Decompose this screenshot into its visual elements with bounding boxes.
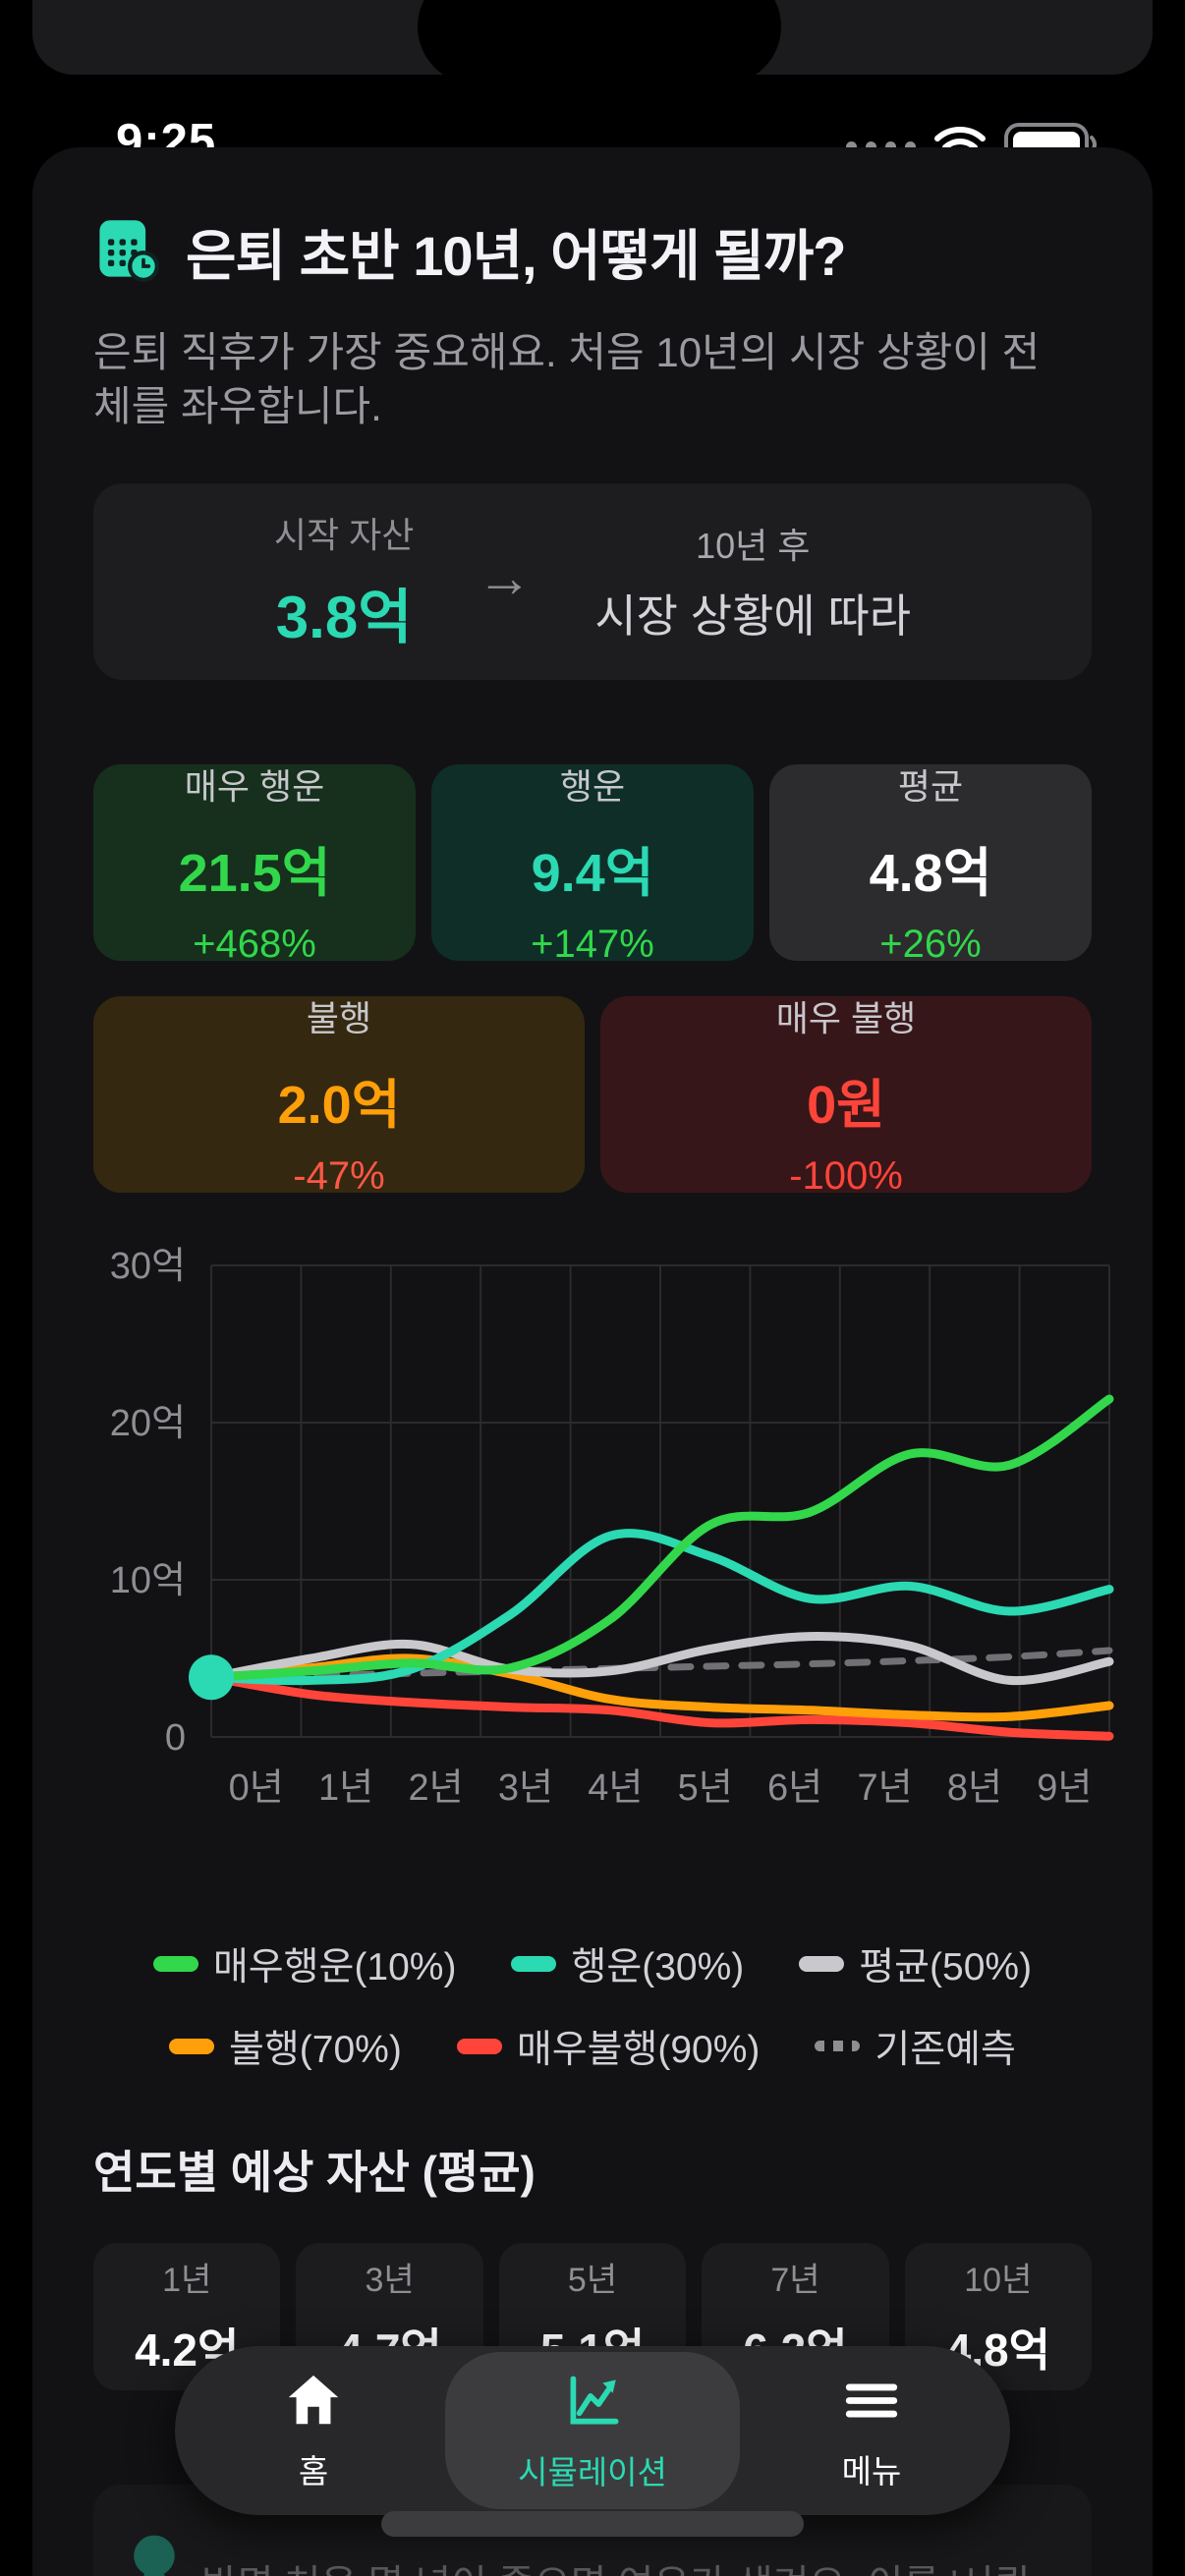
scenario-label: 매우 불행 (775, 997, 917, 1038)
legend-swatch (799, 1955, 845, 1972)
legend-item-very-lucky: 매우행운(10%) (152, 1936, 457, 1991)
scenario-card-lucky: 행운 9.4억 +147% (431, 763, 754, 966)
legend-label: 불행(70%) (229, 2028, 402, 2071)
home-indicator[interactable] (381, 2511, 804, 2537)
svg-text:30억: 30억 (110, 1246, 186, 1287)
legend-item-lucky: 행운(30%) (511, 1936, 744, 1991)
svg-text:5년: 5년 (678, 1767, 733, 1809)
legend-label: 매우행운(10%) (212, 1945, 457, 1988)
legend-swatch (456, 2038, 502, 2054)
scenario-card-average: 평균 4.8억 +26% (769, 763, 1092, 966)
scenario-value: 0원 (807, 1075, 885, 1135)
scenario-percent: +147% (531, 922, 654, 966)
year-label: 3년 (365, 2262, 415, 2300)
legend-item-baseline-forecast: 기존예측 (815, 2019, 1016, 2074)
page-subtitle: 은퇴 직후가 가장 중요해요. 처음 10년의 시장 상황이 전체를 좌우합니다… (93, 329, 1041, 430)
legend-swatch (152, 1955, 198, 1972)
scenario-percent: -47% (293, 1153, 385, 1198)
simulation-sheet: 은퇴 초반 10년, 어떻게 될까? 은퇴 직후가 가장 중요해요. 처음 10… (32, 147, 1153, 2576)
scenario-row-1: 매우 행운 21.5억 +468% 행운 9.4억 +147% 평균 4.8억 … (93, 763, 1092, 966)
scenario-value: 4.8억 (869, 843, 992, 903)
year-label: 7년 (770, 2262, 820, 2300)
lightbulb-icon (129, 2530, 180, 2576)
legend-swatch (815, 2041, 861, 2052)
calendar-clock-icon (93, 216, 160, 288)
svg-text:6년: 6년 (767, 1767, 822, 1809)
svg-text:3년: 3년 (498, 1767, 553, 1809)
chart-line-icon (560, 2369, 625, 2438)
dynamic-island (418, 0, 781, 84)
tab-simulation-label: 시뮬레이션 (518, 2453, 667, 2491)
chart-legend: 매우행운(10%) 행운(30%) 평균(50%) 불행(70%) (93, 1936, 1092, 2074)
scenario-percent: +468% (193, 922, 316, 966)
legend-swatch (169, 2038, 215, 2054)
year-label: 1년 (162, 2262, 212, 2300)
tab-menu-label: 메뉴 (841, 2452, 902, 2490)
scenario-percent: -100% (789, 1153, 903, 1198)
scenario-value: 21.5억 (178, 843, 331, 903)
start-asset-label: 시작 자산 (273, 515, 415, 556)
start-asset-value: 3.8억 (275, 585, 413, 651)
svg-text:2년: 2년 (408, 1767, 463, 1809)
after-10y-label: 10년 후 (696, 525, 811, 566)
tab-bar: 홈 시뮬레이션 메뉴 (175, 2346, 1010, 2515)
scenario-value: 2.0억 (277, 1075, 401, 1135)
arrow-right-icon: → (477, 546, 533, 609)
header: 은퇴 초반 10년, 어떻게 될까? (93, 212, 1092, 292)
scenario-value: 9.4억 (531, 843, 654, 903)
svg-text:4년: 4년 (588, 1767, 643, 1809)
legend-label: 평균(50%) (859, 1945, 1033, 1988)
year-label: 5년 (567, 2262, 618, 2300)
start-asset-card: 시작 자산 3.8억 → 10년 후 시장 상황에 따라 (93, 482, 1092, 680)
legend-item-unlucky: 불행(70%) (169, 2019, 402, 2074)
tab-home[interactable]: 홈 (283, 2370, 344, 2492)
scenario-card-very-unlucky: 매우 불행 0원 -100% (600, 995, 1092, 1198)
cellular-dots-icon (846, 141, 916, 152)
page-title: 은퇴 초반 10년, 어떻게 될까? (186, 225, 846, 287)
svg-text:0: 0 (165, 1717, 186, 1759)
scenario-card-unlucky: 불행 2.0억 -47% (93, 995, 585, 1198)
legend-swatch (511, 1955, 557, 1972)
menu-icon (841, 2370, 902, 2436)
svg-text:20억: 20억 (110, 1403, 186, 1444)
svg-text:0년: 0년 (229, 1767, 284, 1809)
legend-label: 행운(30%) (571, 1945, 745, 1988)
legend-label: 기존예측 (875, 2028, 1016, 2071)
svg-text:10억: 10억 (110, 1560, 186, 1601)
scenario-label: 행운 (559, 765, 626, 807)
scenario-label: 불행 (306, 997, 372, 1038)
scenario-label: 매우 행운 (184, 765, 325, 807)
home-icon (283, 2370, 344, 2436)
svg-text:1년: 1년 (318, 1767, 373, 1809)
tab-simulation[interactable]: 시뮬레이션 (445, 2352, 740, 2509)
svg-text:9년: 9년 (1037, 1767, 1092, 1809)
legend-item-very-unlucky: 매우불행(90%) (456, 2019, 761, 2074)
scenario-label: 평균 (897, 765, 964, 807)
scenario-row-2: 불행 2.0억 -47% 매우 불행 0원 -100% (93, 995, 1092, 1198)
legend-item-average: 평균(50%) (799, 1936, 1032, 1991)
tip-text: 반면 처음 몇 년이 좋으면 여유가 생겨요. 이를 '시퀀스 리스크'라고 해… (201, 2530, 1056, 2576)
year-label: 10년 (964, 2262, 1033, 2300)
tab-home-label: 홈 (298, 2452, 329, 2490)
after-10y-value: 시장 상황에 따라 (594, 589, 912, 642)
tab-menu[interactable]: 메뉴 (841, 2370, 902, 2492)
chart-container: 0 10억 20억 30억 0년 1년 2년 3년 4년 5년 6년 7년 8년 9년 (82, 1238, 1125, 1891)
scenario-percent: +26% (879, 922, 982, 966)
legend-label: 매우불행(90%) (516, 2028, 761, 2071)
svg-text:8년: 8년 (947, 1767, 1002, 1809)
simulation-chart: 0 10억 20억 30억 0년 1년 2년 3년 4년 5년 6년 7년 8년 9년 (110, 1246, 1114, 1809)
scenario-card-very-lucky: 매우 행운 21.5억 +468% (93, 763, 416, 966)
svg-text:7년: 7년 (857, 1767, 912, 1809)
yearly-section-title: 연도별 예상 자산 (평균) (93, 2146, 536, 2198)
